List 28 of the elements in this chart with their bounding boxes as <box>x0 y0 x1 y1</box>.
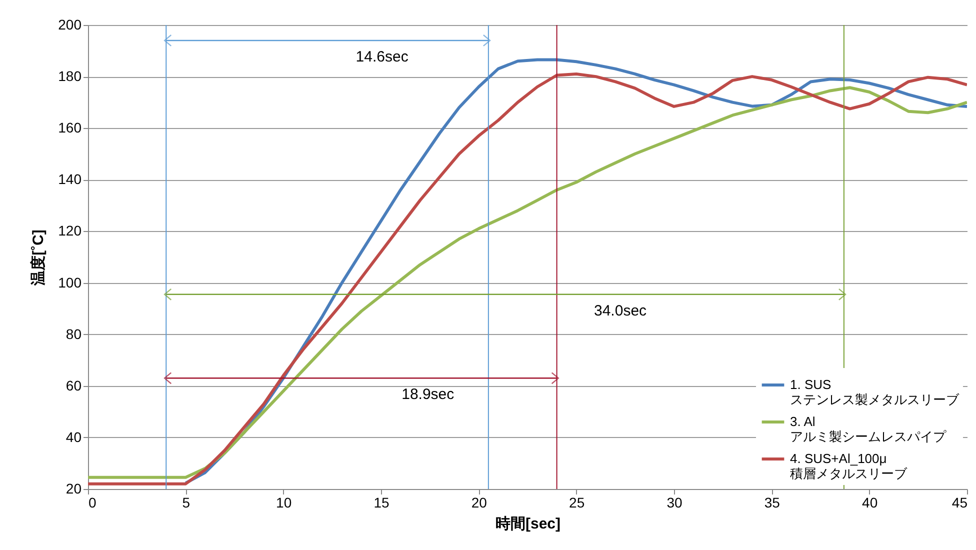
x-tick-label: 45 <box>952 494 968 510</box>
y-tick-label: 40 <box>66 428 82 445</box>
y-tick-label: 140 <box>58 171 82 188</box>
x-tick-label: 5 <box>182 494 190 510</box>
legend-label: 3. Al アルミ製シームレスパイプ <box>790 414 947 444</box>
annotation: 18.9sec <box>402 386 455 404</box>
y-tick-label: 180 <box>58 68 82 84</box>
x-tick-label: 20 <box>471 494 488 510</box>
x-tick-label: 10 <box>276 494 292 510</box>
annotation: 34.0sec <box>594 302 648 320</box>
x-tick-label: 0 <box>88 494 96 510</box>
x-tick-label: 35 <box>764 494 780 510</box>
legend-label: 4. SUS+Al_100μ 積層メタルスリーブ <box>790 451 908 481</box>
y-tick-label: 200 <box>58 16 82 32</box>
legend-label: 1. SUS ステンレス製メタルスリーブ <box>790 377 960 407</box>
x-tick-label: 30 <box>666 494 682 510</box>
y-tick-label: 80 <box>66 326 82 342</box>
annotation: 14.6sec <box>356 48 409 66</box>
y-tick-label: 100 <box>58 274 82 290</box>
y-tick-label: 60 <box>66 377 82 394</box>
y-tick-label: 160 <box>58 120 82 136</box>
x-tick-label: 15 <box>374 494 390 510</box>
x-tick-label: 25 <box>569 494 585 510</box>
y-tick-label: 20 <box>66 480 82 496</box>
x-axis-title: 時間[sec] <box>495 516 561 532</box>
y-axis-title: 温度[˚C] <box>29 230 48 286</box>
y-tick-label: 120 <box>58 222 82 239</box>
x-tick-label: 40 <box>862 494 878 510</box>
